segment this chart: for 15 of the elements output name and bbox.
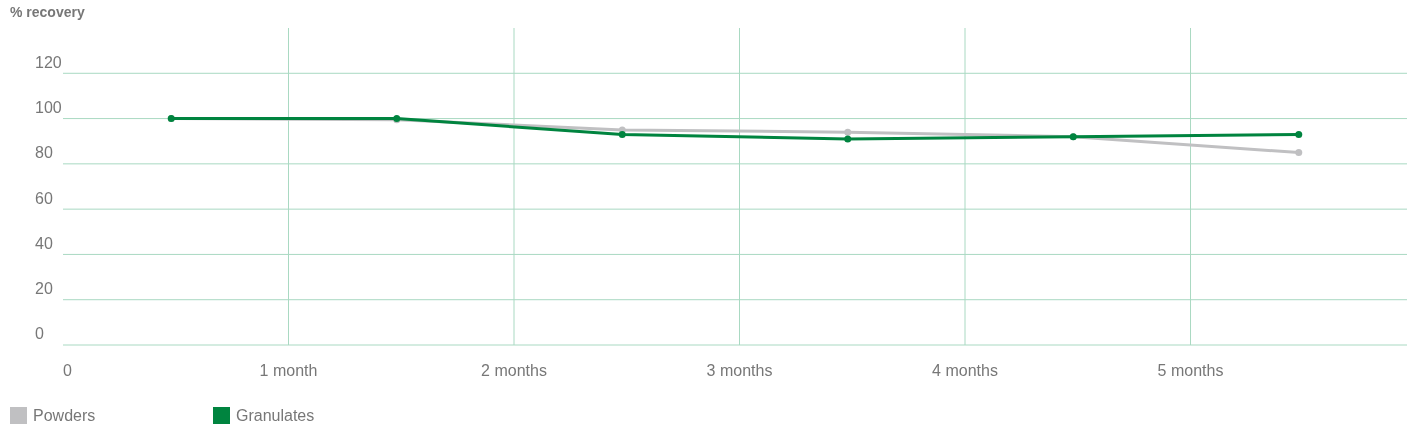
y-tick-label: 60: [35, 189, 53, 207]
y-tick-label: 80: [35, 144, 53, 162]
y-tick-label: 40: [35, 234, 53, 252]
y-axis-title: % recovery: [10, 3, 85, 20]
y-tick-label: 20: [35, 280, 53, 298]
x-tick-label: 5 months: [1157, 361, 1224, 379]
x-tick-label: 1 month: [259, 361, 318, 379]
x-tick-label: 4 months: [932, 361, 998, 379]
legend-label: Granulates: [236, 406, 315, 424]
x-tick-label: 3 months: [706, 361, 773, 379]
legend-label: Powders: [33, 406, 96, 424]
y-tick-label: 100: [35, 98, 62, 116]
x-tick-label: 2 months: [481, 361, 547, 379]
y-tick-label: 0: [35, 325, 44, 343]
y-tick-label: 120: [35, 53, 62, 71]
